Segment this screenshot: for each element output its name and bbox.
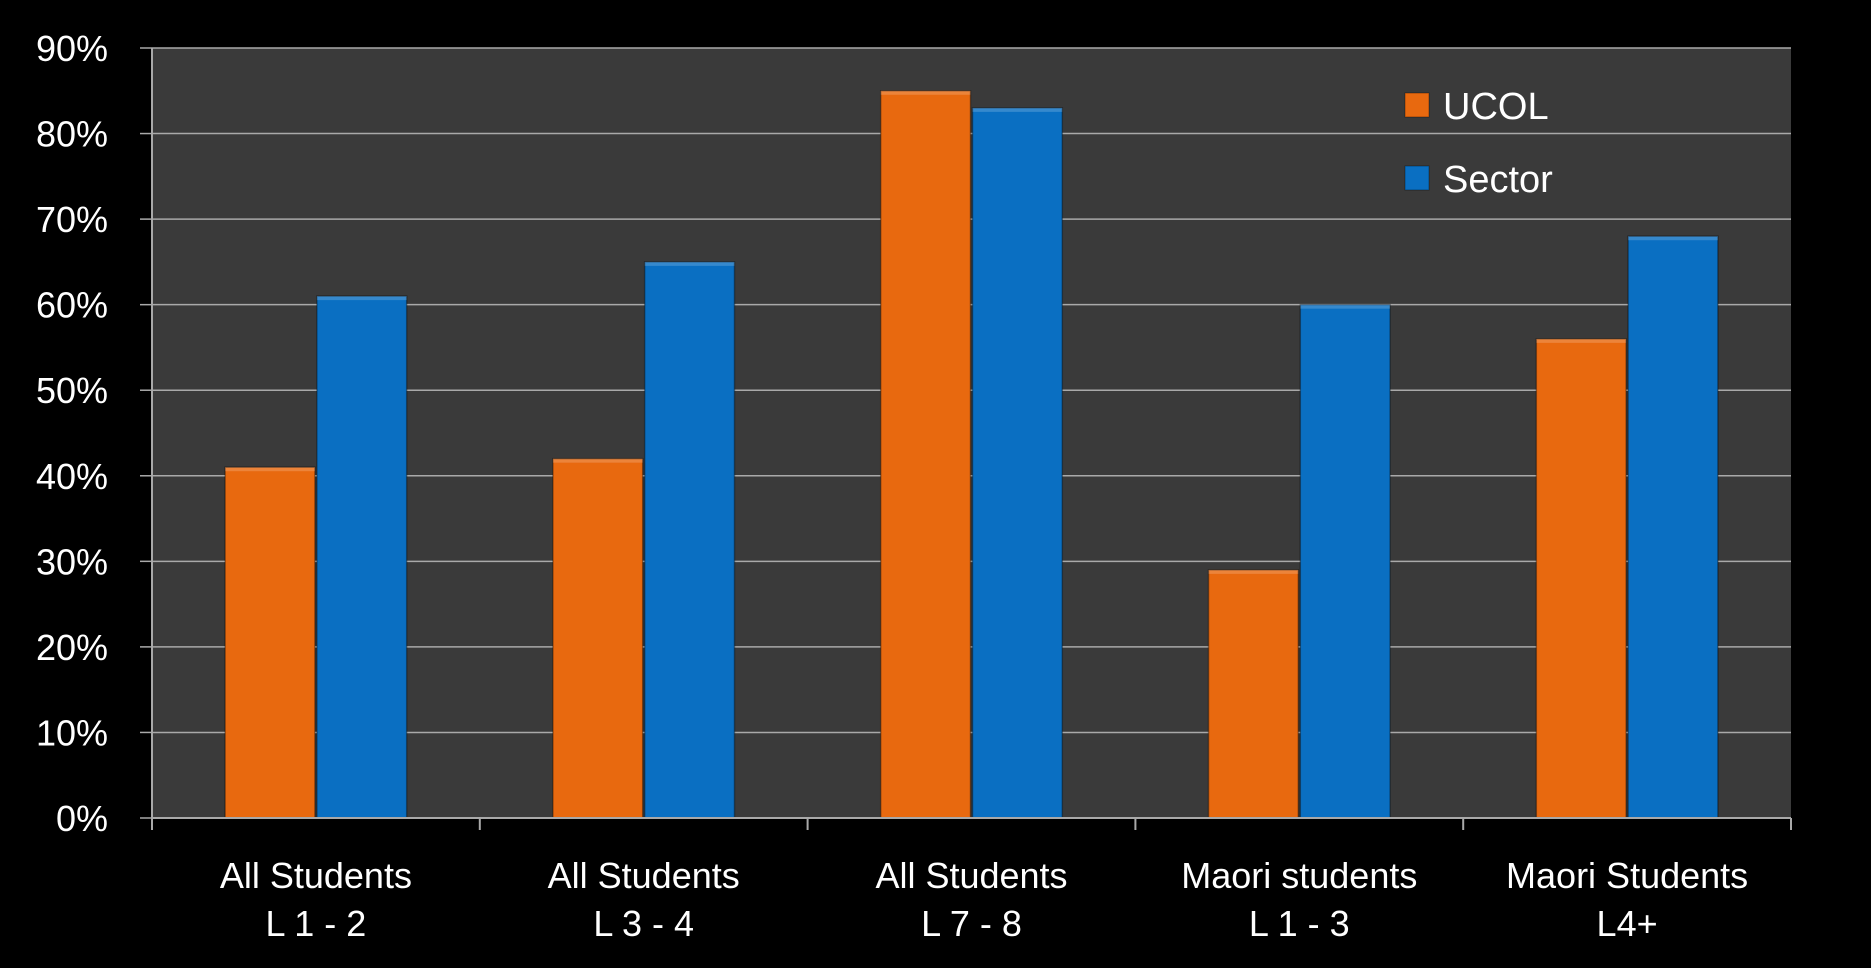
bar-highlight xyxy=(972,107,1063,112)
x-category-label-line: L4+ xyxy=(1597,903,1658,944)
bar-sector xyxy=(1627,235,1719,819)
y-tick-label: 60% xyxy=(36,285,108,326)
legend-swatch-ucol xyxy=(1404,92,1430,118)
x-category-label-line: Maori Students xyxy=(1506,855,1748,896)
x-category-label-line: All Students xyxy=(220,855,412,896)
bar-ucol xyxy=(879,90,972,819)
y-tick-label: 10% xyxy=(36,712,108,753)
x-category-label-line: All Students xyxy=(875,855,1067,896)
x-category-label-line: L 7 - 8 xyxy=(921,903,1022,944)
legend-swatch-sector xyxy=(1404,165,1430,191)
bar-sector xyxy=(1299,303,1391,819)
x-category-label-line: L 1 - 2 xyxy=(266,903,367,944)
bar-highlight xyxy=(644,261,735,266)
legend-label-sector: Sector xyxy=(1443,159,1553,201)
y-tick-label: 90% xyxy=(36,28,108,69)
bar-ucol xyxy=(552,457,644,819)
bar-highlight xyxy=(1208,569,1299,574)
y-tick-label: 20% xyxy=(36,627,108,668)
bar-sector xyxy=(316,295,408,819)
y-tick-label: 80% xyxy=(36,114,108,155)
x-category-label-line: All Students xyxy=(548,855,740,896)
x-category-label: All Students L 1 - 2 xyxy=(220,855,412,944)
bar-highlight xyxy=(1536,338,1627,343)
legend-label-ucol: UCOL xyxy=(1443,86,1549,128)
x-category-label-line: L 1 - 3 xyxy=(1249,903,1350,944)
bar-highlight xyxy=(880,90,971,95)
x-category-label: All Students L 7 - 8 xyxy=(875,855,1067,944)
x-category-label: Maori students L 1 - 3 xyxy=(1181,855,1417,944)
bar-sector xyxy=(971,107,1064,819)
bar-highlight xyxy=(1628,236,1718,241)
y-tick-label: 40% xyxy=(36,456,108,497)
y-tick-label: 70% xyxy=(36,199,108,240)
y-tick-label: 30% xyxy=(36,541,108,582)
bar-highlight xyxy=(1300,304,1391,309)
x-category-label: Maori Students L4+ xyxy=(1506,855,1748,944)
y-tick-label: 50% xyxy=(36,370,108,411)
x-category-label-line: L 3 - 4 xyxy=(593,903,694,944)
x-category-label-line: Maori students xyxy=(1181,855,1417,896)
bar-ucol xyxy=(224,466,316,819)
bar-highlight xyxy=(316,296,407,301)
x-category-label: All Students L 3 - 4 xyxy=(548,855,740,944)
bar-sector xyxy=(643,261,736,819)
bar-ucol xyxy=(1207,569,1300,819)
bar-highlight xyxy=(552,458,643,463)
bar-ucol xyxy=(1535,338,1627,819)
y-tick-label: 0% xyxy=(56,798,108,839)
bar-highlight xyxy=(225,467,315,472)
plot-area xyxy=(152,48,1791,818)
